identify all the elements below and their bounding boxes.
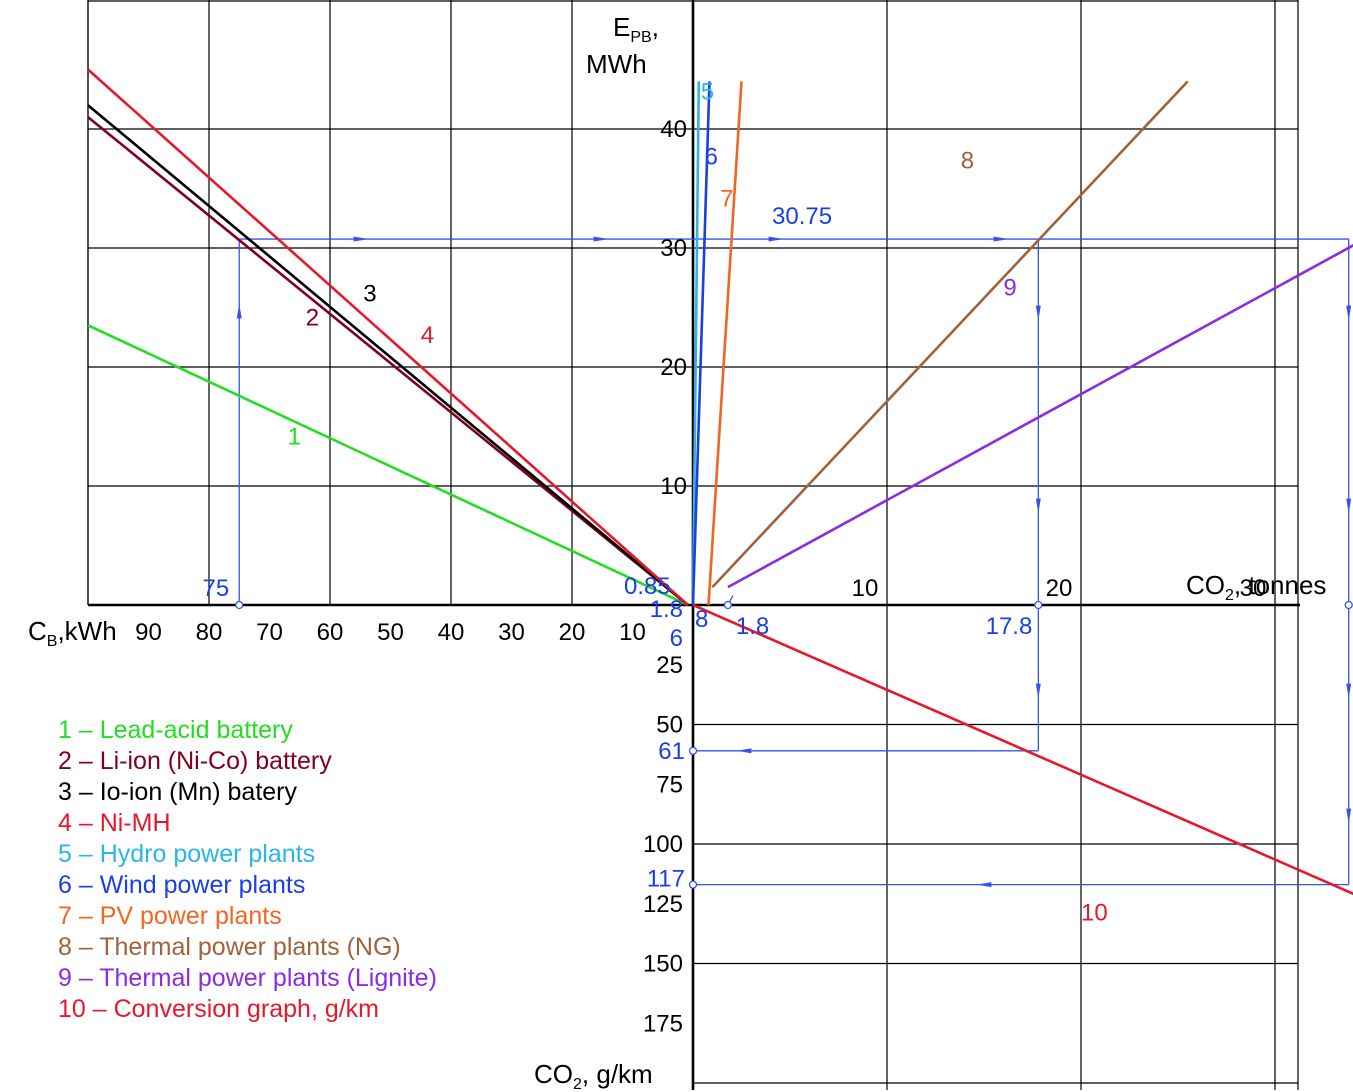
x-tick-label-kwh: 90 — [135, 619, 162, 646]
example-arrow — [1346, 683, 1352, 697]
legend-item: 3 – Io-ion (Mn) batery — [58, 778, 297, 806]
y-tick-label-gkm: 25 — [656, 652, 683, 679]
series-line-10 — [692, 603, 1353, 896]
legend-item: 2 – Li-ion (Ni-Co) battery — [58, 747, 332, 775]
y-tick-label-gkm: 75 — [656, 771, 683, 798]
series-line-5 — [691, 81, 701, 606]
example-arrow — [978, 882, 992, 888]
curve-label-2: 2 — [306, 304, 319, 331]
annotation-tonnes-value: 1.8 — [736, 613, 769, 640]
example-marker — [688, 746, 698, 755]
y-axis-unit: MWh — [586, 49, 647, 79]
y-tick-label-gkm: 125 — [643, 891, 683, 918]
example-arrow — [1035, 305, 1041, 319]
y-axis-title: EPB, — [613, 12, 659, 46]
example-arrow — [353, 236, 367, 242]
series-curves — [87, 68, 1353, 896]
example-marker — [688, 880, 698, 889]
x-tick-label-kwh: 20 — [559, 619, 586, 646]
curve-label-6: 6 — [705, 144, 718, 171]
example-arrow — [738, 748, 752, 754]
series-line-1 — [87, 324, 689, 607]
example-arrow — [1346, 808, 1352, 822]
example-arrow — [993, 236, 1007, 242]
example-arrow — [768, 236, 782, 242]
y-tick-label-mwh: 40 — [660, 116, 687, 143]
y-tick-label-gkm: 100 — [643, 831, 683, 858]
x-tick-label-kwh: 70 — [256, 619, 283, 646]
legend-item: 10 – Conversion graph, g/km — [58, 995, 379, 1023]
curve-label-5: 5 — [701, 78, 714, 105]
series-line-3 — [87, 104, 689, 606]
example-path — [235, 236, 1353, 889]
x-tick-label-tonnes: 20 — [1046, 575, 1073, 602]
curve-label-3: 3 — [363, 281, 376, 308]
example-marker — [1034, 600, 1043, 610]
series-line-9 — [727, 244, 1353, 589]
example-marker — [1344, 600, 1353, 610]
annotation-gkm-value: 61 — [658, 738, 685, 765]
annotation-small-value: 8 — [695, 606, 708, 633]
curve-label-9: 9 — [1003, 275, 1016, 302]
series-line-4 — [87, 68, 689, 606]
y-axis-title-gkm: CO2, g/km — [534, 1059, 653, 1092]
x-tick-label-tonnes: 30 — [1240, 575, 1267, 602]
series-line-6 — [691, 81, 711, 606]
curve-label-1: 1 — [288, 423, 301, 450]
legend-item: 4 – Ni-MH — [58, 809, 171, 837]
annotation-gkm-value: 117 — [647, 866, 685, 893]
axis-titles: EPB,MWh CB,kWh CO2, tonnes CO2, g/km — [28, 12, 1326, 1092]
y-tick-label-gkm: 175 — [643, 1010, 683, 1037]
y-tick-label-gkm: 150 — [643, 951, 683, 978]
x-tick-label-kwh: 60 — [317, 619, 344, 646]
annotation-intersection-value: 0.85 — [624, 573, 671, 600]
annotation-tonnes-value: 17.8 — [986, 613, 1033, 640]
y-tick-label-gkm: 50 — [656, 712, 683, 739]
annotation-small-value: 1.8 — [650, 596, 683, 623]
series-line-8 — [711, 80, 1189, 588]
x-tick-label-kwh: 50 — [377, 619, 404, 646]
example-marker — [723, 600, 733, 610]
x-axis-title-tonnes: CO2, tonnes — [1186, 570, 1326, 604]
example-arrow — [1035, 683, 1041, 697]
legend-item: 6 – Wind power plants — [58, 871, 305, 899]
annotation-small-value: 6 — [670, 625, 683, 652]
legend-item: 5 – Hydro power plants — [58, 840, 315, 868]
x-tick-label-kwh: 40 — [438, 619, 465, 646]
example-arrow — [1035, 498, 1041, 512]
example-marker — [235, 600, 244, 610]
series-line-2 — [87, 116, 689, 607]
series-line-7 — [707, 81, 743, 606]
y-tick-label-mwh: 10 — [660, 473, 687, 500]
tick-labels: 9080706050403020101020304010203040255075… — [135, 116, 1267, 1037]
x-tick-label-kwh: 10 — [619, 619, 646, 646]
x-tick-label-tonnes: 10 — [852, 575, 879, 602]
example-arrow — [1346, 305, 1352, 319]
curve-label-7: 7 — [720, 185, 733, 212]
legend-item: 8 – Thermal power plants (NG) — [58, 933, 401, 961]
annotation-epb-value: 30.75 — [772, 203, 832, 230]
example-arrow — [593, 236, 607, 242]
x-tick-label-kwh: 80 — [196, 619, 223, 646]
example-arrow — [236, 305, 242, 319]
curve-label-4: 4 — [421, 322, 434, 349]
legend-item: 7 – PV power plants — [58, 902, 282, 930]
x-axis-title-kwh: CB,kWh — [28, 616, 117, 650]
curve-label-8: 8 — [961, 147, 974, 174]
y-tick-label-mwh: 20 — [660, 354, 687, 381]
example-arrow — [1346, 498, 1352, 512]
legend: 1 – Lead-acid battery 2 – Li-ion (Ni-Co) … — [58, 716, 437, 1023]
legend-item: 9 – Thermal power plants (Lignite) — [58, 964, 437, 992]
curve-label-10: 10 — [1081, 899, 1108, 926]
y-tick-label-mwh: 30 — [660, 235, 687, 262]
legend-item: 1 – Lead-acid battery — [58, 716, 293, 744]
annotation-cb-value: 75 — [203, 575, 230, 602]
x-tick-label-kwh: 30 — [498, 619, 525, 646]
